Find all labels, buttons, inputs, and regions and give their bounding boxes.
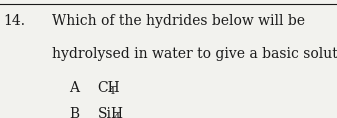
Text: A: A [69, 81, 79, 95]
Text: CH: CH [98, 81, 120, 95]
Text: 14.: 14. [3, 14, 25, 28]
Text: hydrolysed in water to give a basic solution?: hydrolysed in water to give a basic solu… [52, 47, 337, 61]
Text: SiH: SiH [98, 107, 124, 118]
Text: 4: 4 [114, 113, 120, 118]
Text: Which of the hydrides below will be: Which of the hydrides below will be [52, 14, 305, 28]
Text: B: B [69, 107, 79, 118]
Text: 4: 4 [109, 87, 115, 96]
